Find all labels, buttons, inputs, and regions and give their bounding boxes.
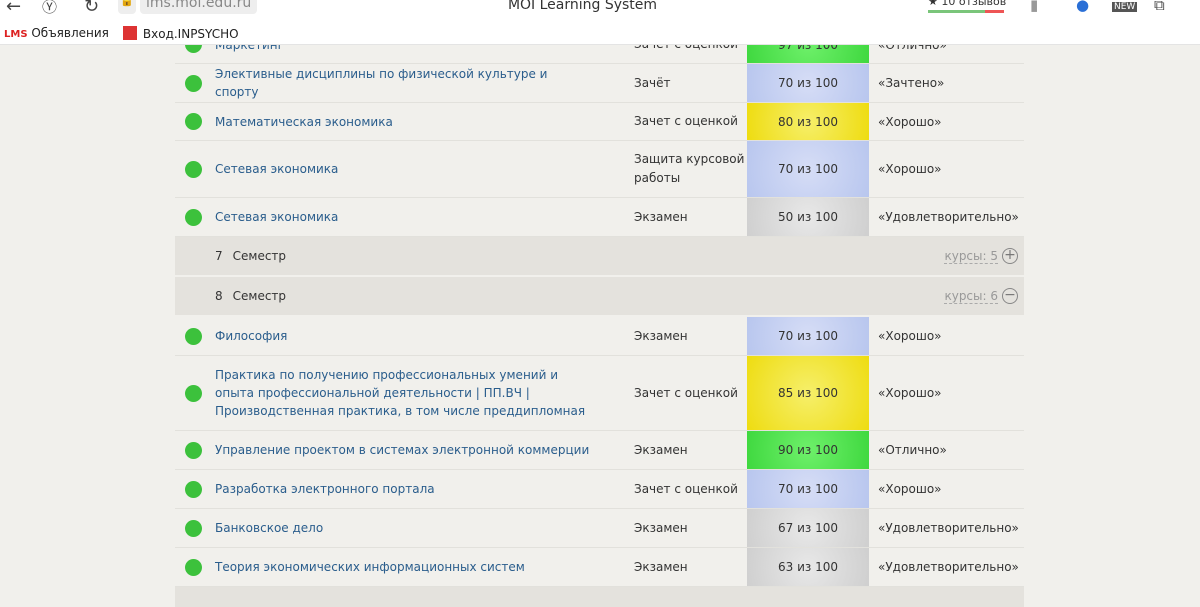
yandex-icon[interactable]: Ⓨ: [42, 0, 58, 16]
bookmark-inpsycho[interactable]: Вход.INPSYCHO: [122, 26, 239, 41]
course-link[interactable]: Банковское дело: [215, 521, 324, 535]
course-link[interactable]: Философия: [215, 329, 288, 343]
status-dot-icon: [185, 327, 202, 345]
grade-score: 70 из 100: [747, 470, 869, 508]
grade-score: 63 из 100: [747, 548, 869, 586]
grade-mark: «Зачтено»: [878, 76, 945, 90]
assessment-type: Зачет с оценкой: [634, 481, 738, 496]
status-dot-icon: [185, 384, 202, 402]
page-title: MOI Learning System: [507, 0, 658, 13]
course-count[interactable]: курсы: 6: [944, 288, 998, 304]
course-row: Математическая экономика Зачет с оценкой…: [175, 103, 1024, 141]
course-link[interactable]: Теория экономических информационных сист…: [215, 560, 525, 574]
lock-icon: 🔒: [118, 0, 136, 14]
semester-label: Семестр: [232, 249, 287, 263]
bookmarks-bar: LMS Объявления Вход.INPSYCHO: [0, 26, 239, 41]
back-icon[interactable]: ←: [6, 0, 22, 17]
grade-mark: «Удовлетворительно»: [878, 521, 1019, 535]
expand-plus-icon[interactable]: +: [1002, 248, 1018, 264]
grade-score: 67 из 100: [747, 509, 869, 547]
course-link[interactable]: Математическая экономика: [215, 114, 393, 129]
course-link[interactable]: Практика по получению профессиональных у…: [215, 368, 586, 418]
status-dot-icon: [185, 160, 202, 178]
grade-score: 90 из 100: [747, 431, 869, 469]
grade-mark: «Удовлетворительно»: [878, 210, 1019, 224]
new-badge-icon[interactable]: NEW: [1112, 2, 1138, 12]
url-text[interactable]: lms.moi.edu.ru: [140, 0, 258, 14]
course-row: Элективные дисциплины по физической куль…: [175, 64, 1024, 103]
course-link[interactable]: Управление проектом в системах электронн…: [215, 443, 590, 457]
course-row: Философия Экзамен 70 из 100 «Хорошо»: [175, 317, 1024, 356]
grade-score: 50 из 100: [747, 198, 869, 236]
assessment-type: Экзамен: [634, 442, 688, 457]
course-link[interactable]: Разработка электронного портала: [215, 482, 435, 496]
collapse-minus-icon[interactable]: −: [1002, 288, 1018, 304]
reviews-badge[interactable]: ★ 10 отзывов: [928, 0, 1006, 13]
semester-8-row[interactable]: 8 Семестр курсы: 6 −: [175, 277, 1024, 317]
semester-label: Семестр: [232, 289, 287, 303]
assessment-type: Экзамен: [634, 559, 688, 574]
rating-bar: [928, 10, 1004, 13]
bookmark-label: Объявления: [31, 26, 109, 40]
course-row: Банковское дело Экзамен 67 из 100 «Удовл…: [175, 509, 1024, 548]
status-dot-icon: [185, 441, 202, 459]
reviews-label: ★ 10 отзывов: [928, 0, 1007, 8]
course-row: Сетевая экономика Защита курсовой работы…: [175, 141, 1024, 198]
status-dot-icon: [185, 208, 202, 226]
grade-score: 70 из 100: [747, 141, 869, 197]
course-row: Разработка электронного портала Зачет с …: [175, 470, 1024, 509]
grade-score: 85 из 100: [747, 356, 869, 430]
lms-icon: LMS: [4, 29, 28, 40]
semester-7-row[interactable]: 7 Семестр курсы: 5 +: [175, 237, 1024, 277]
assessment-type: Экзамен: [634, 209, 688, 224]
grade-mark: «Удовлетворительно»: [878, 560, 1019, 574]
grade-mark: «Хорошо»: [878, 329, 942, 343]
status-dot-icon: [185, 480, 202, 498]
browser-extension-icon[interactable]: ●: [1076, 0, 1090, 14]
bookmark-icon[interactable]: ▮: [1030, 0, 1039, 14]
course-row: Управление проектом в системах электронн…: [175, 431, 1024, 470]
course-link[interactable]: Элективные дисциплины по физической куль…: [215, 67, 548, 99]
semester-number: 7: [215, 249, 223, 263]
bookmark-announcements[interactable]: LMS Объявления: [4, 26, 109, 41]
course-link[interactable]: Сетевая экономика: [215, 210, 339, 224]
status-dot-icon: [185, 519, 202, 537]
semester-number: 8: [215, 289, 223, 303]
next-semester-row[interactable]: [175, 587, 1024, 607]
grades-table: Маркетинг Зачет с оценкой 97 из 100 «Отл…: [175, 26, 1024, 607]
grade-score: 80 из 100: [747, 103, 869, 140]
assessment-type: Экзамен: [634, 328, 688, 343]
assessment-type: Экзамен: [634, 520, 688, 535]
extensions-icon[interactable]: ⧉: [1154, 0, 1165, 14]
assessment-type: Защита курсовой работы: [634, 152, 745, 185]
reload-icon[interactable]: ↻: [84, 0, 100, 17]
assessment-type: Зачет с оценкой: [634, 114, 738, 128]
grade-score: 70 из 100: [747, 64, 869, 102]
status-dot-icon: [185, 74, 202, 92]
inpsycho-icon: [122, 26, 137, 40]
course-count[interactable]: курсы: 5: [944, 248, 998, 264]
grade-mark: «Хорошо»: [878, 482, 942, 496]
course-row: Теория экономических информационных сист…: [175, 548, 1024, 587]
address-bar[interactable]: 🔒 lms.moi.edu.ru: [118, 0, 258, 14]
status-dot-icon: [185, 113, 202, 130]
course-row: Сетевая экономика Экзамен 50 из 100 «Удо…: [175, 198, 1024, 237]
grade-score: 70 из 100: [747, 317, 869, 355]
grade-mark: «Хорошо»: [878, 386, 942, 400]
grade-mark: «Хорошо»: [878, 114, 942, 129]
grade-mark: «Хорошо»: [878, 162, 942, 176]
grade-mark: «Отлично»: [878, 443, 947, 457]
browser-chrome: ← Ⓨ ↻ 🔒 lms.moi.edu.ru MOI Learning Syst…: [0, 0, 1200, 45]
course-link[interactable]: Сетевая экономика: [215, 162, 339, 176]
course-row: Практика по получению профессиональных у…: [175, 356, 1024, 431]
bookmark-label: Вход.INPSYCHO: [142, 27, 239, 41]
assessment-type: Зачет с оценкой: [634, 385, 738, 400]
assessment-type: Зачёт: [634, 75, 671, 90]
status-dot-icon: [185, 558, 202, 576]
